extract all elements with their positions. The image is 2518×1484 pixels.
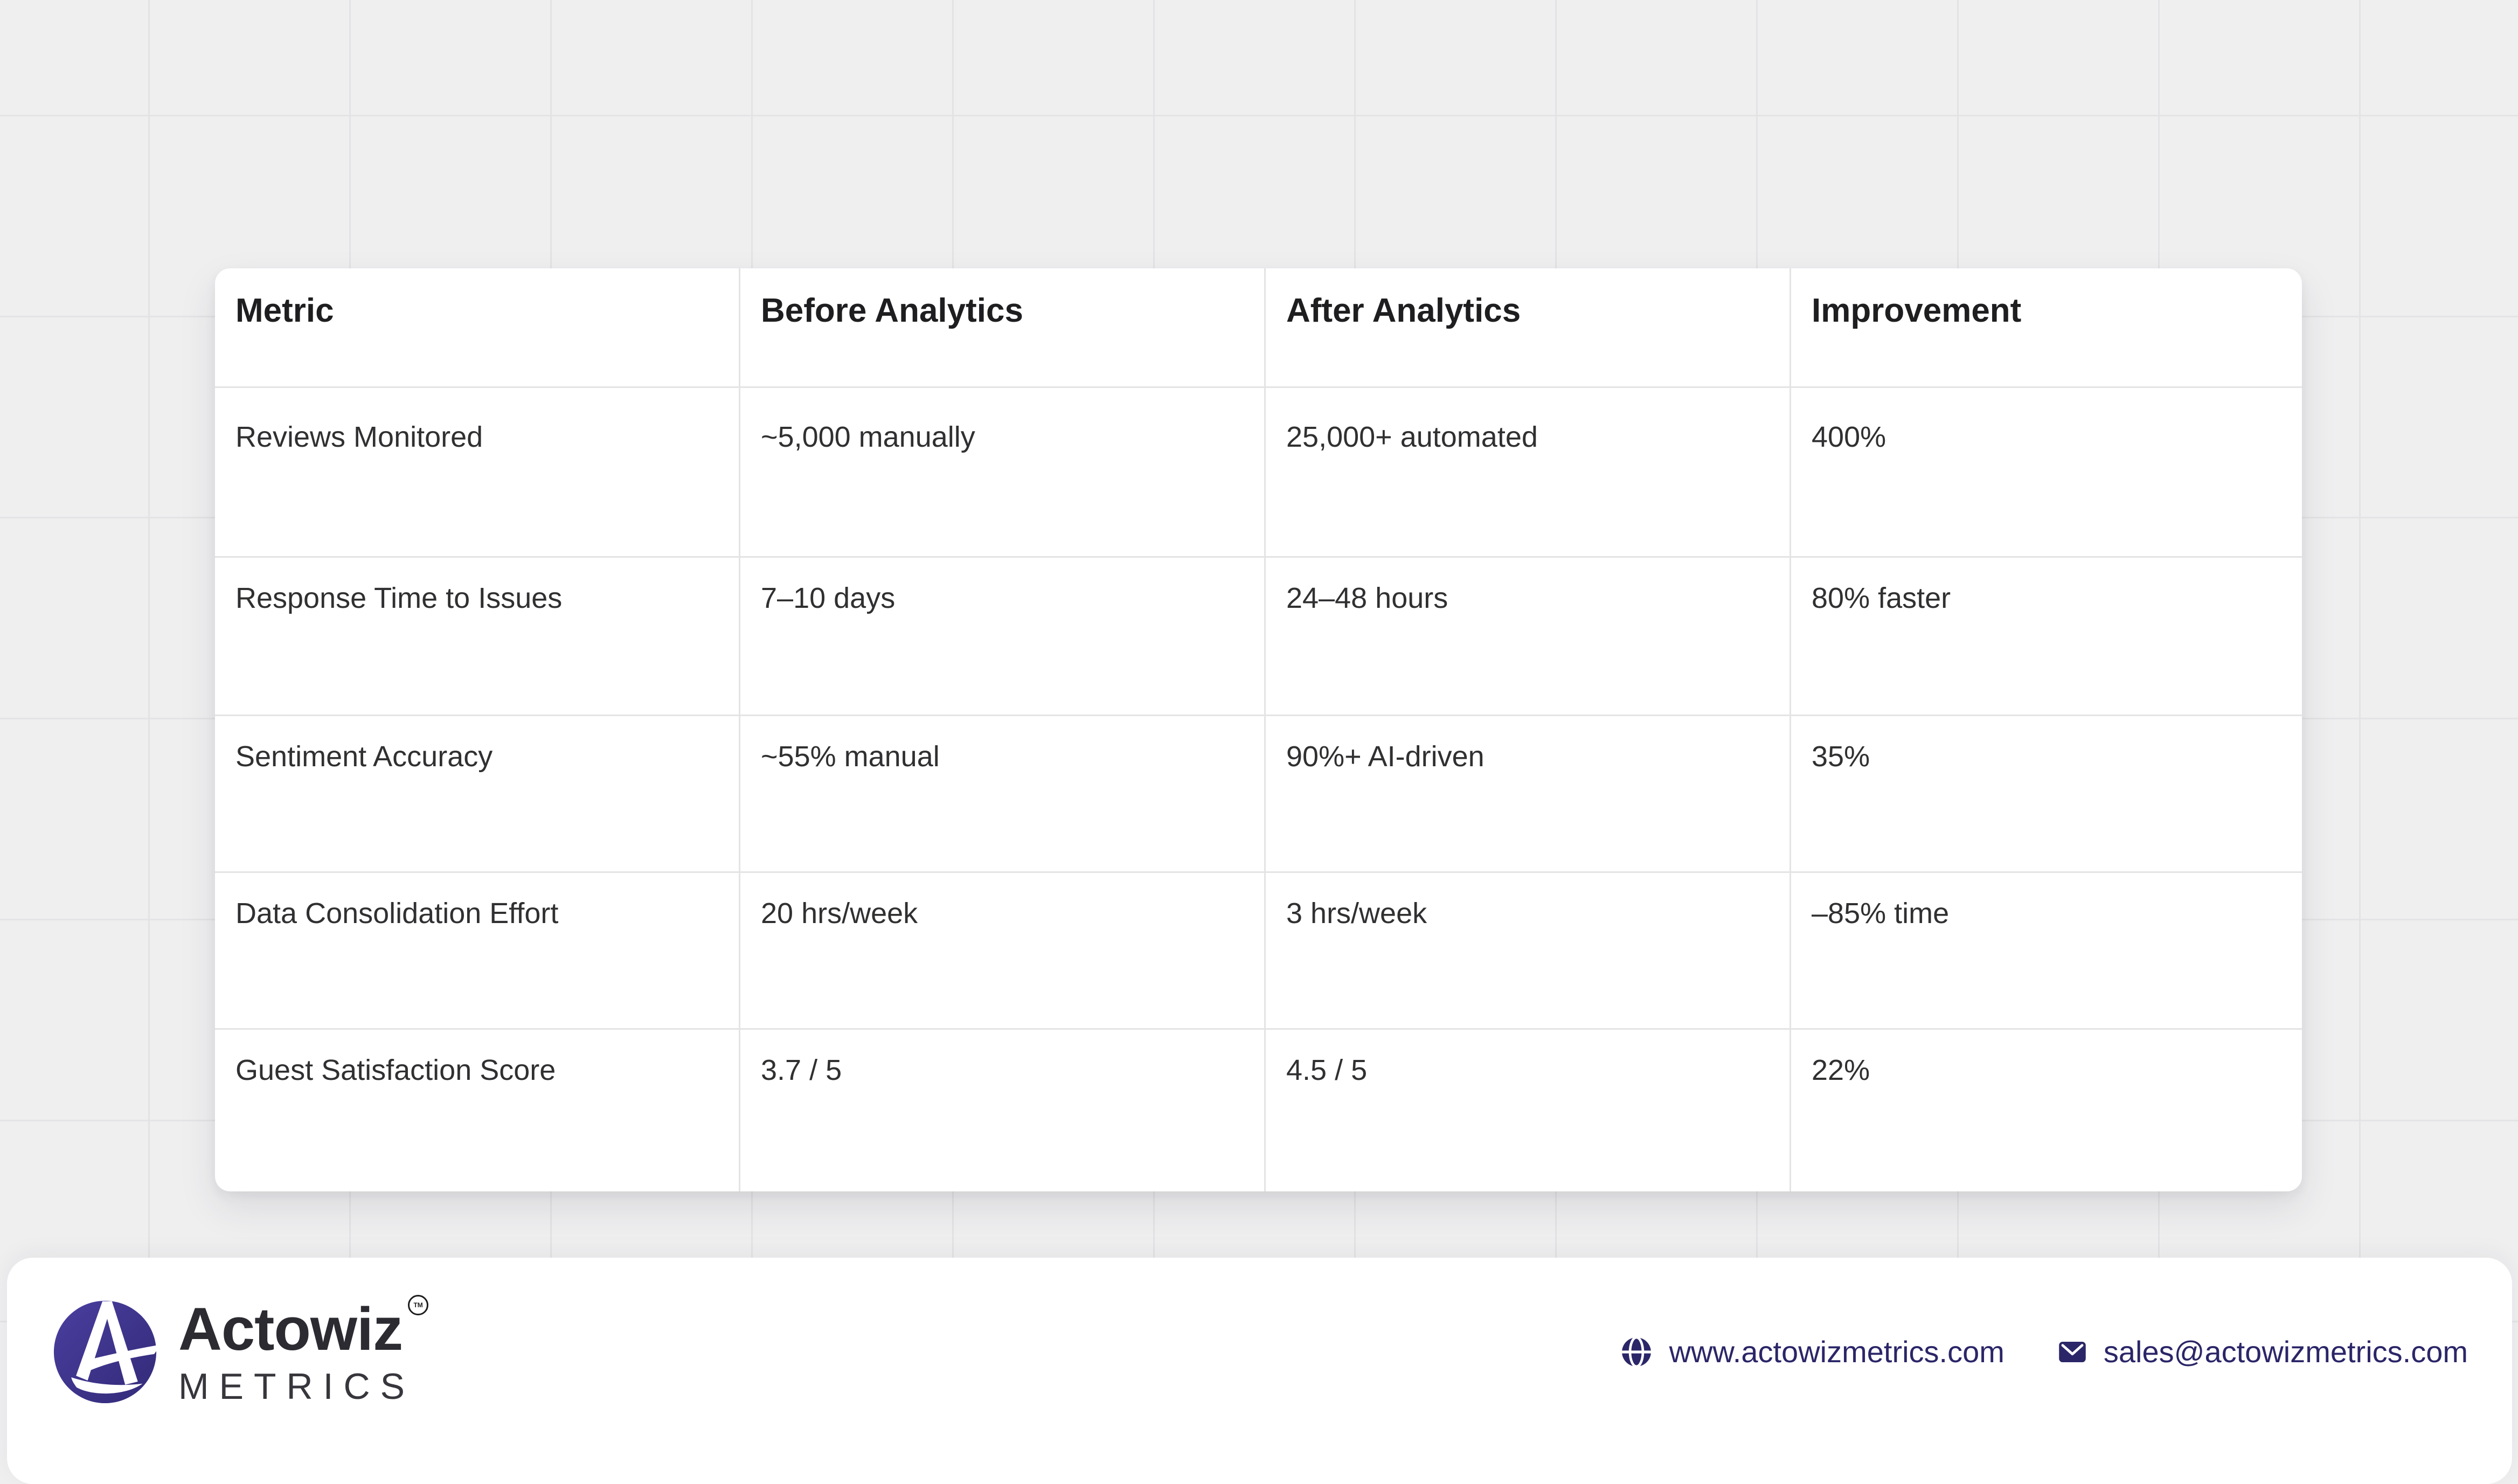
table-cell: 20 hrs/week [740, 873, 1266, 1030]
globe-icon [1621, 1336, 1651, 1368]
table-cell: Data Consolidation Effort [215, 873, 740, 1030]
comparison-table-card: Metric Before Analytics After Analytics … [215, 268, 2302, 1191]
table-cell: Reviews Monitored [215, 388, 740, 558]
brand-name: Actowiz [178, 1295, 403, 1363]
column-header-after-analytics: After Analytics [1266, 268, 1791, 388]
footer-links-group: www.actowizmetrics.com sales@actowizmetr… [1621, 1336, 2468, 1368]
table-cell: ~55% manual [740, 716, 1266, 873]
column-header-before-analytics: Before Analytics [740, 268, 1266, 388]
table-cell: 4.5 / 5 [1266, 1030, 1791, 1191]
trademark-badge: TM [408, 1295, 429, 1315]
table-cell: Guest Satisfaction Score [215, 1030, 740, 1191]
brand-name-row: Actowiz TM [178, 1295, 429, 1363]
column-header-metric: Metric [215, 268, 740, 388]
table-cell: 3.7 / 5 [740, 1030, 1266, 1191]
table-cell: 400% [1791, 388, 2302, 558]
brand-subtitle: METRICS [178, 1366, 415, 1407]
table-cell: 24–48 hours [1266, 558, 1791, 716]
email-link-label: sales@actowizmetrics.com [2103, 1335, 2468, 1369]
table-cell: 3 hrs/week [1266, 873, 1791, 1030]
table-cell: 35% [1791, 716, 2302, 873]
email-icon [2059, 1341, 2086, 1363]
table-cell: 80% faster [1791, 558, 2302, 716]
brand-logo-group: Actowiz TM METRICS [52, 1295, 429, 1407]
table-cell: –85% time [1791, 873, 2302, 1030]
column-header-improvement: Improvement [1791, 268, 2302, 388]
website-link[interactable]: www.actowizmetrics.com [1621, 1336, 2004, 1368]
table-cell: Response Time to Issues [215, 558, 740, 716]
table-cell: Sentiment Accuracy [215, 716, 740, 873]
email-link[interactable]: sales@actowizmetrics.com [2058, 1337, 2468, 1367]
table-cell: 22% [1812, 1054, 1870, 1086]
comparison-table: Metric Before Analytics After Analytics … [215, 268, 2302, 1191]
footer-bar: Actowiz TM METRICS www.actowizmetrics.co… [7, 1258, 2512, 1484]
table-cell: ~5,000 manually [740, 388, 1266, 558]
table-cell: 7–10 days [740, 558, 1266, 716]
website-link-label: www.actowizmetrics.com [1669, 1335, 2004, 1369]
actowiz-logo-icon [53, 1300, 158, 1404]
table-cell: 90%+ AI-driven [1266, 716, 1791, 873]
brand-text-block: Actowiz TM METRICS [178, 1295, 429, 1407]
table-cell: 25,000+ automated [1266, 388, 1791, 558]
